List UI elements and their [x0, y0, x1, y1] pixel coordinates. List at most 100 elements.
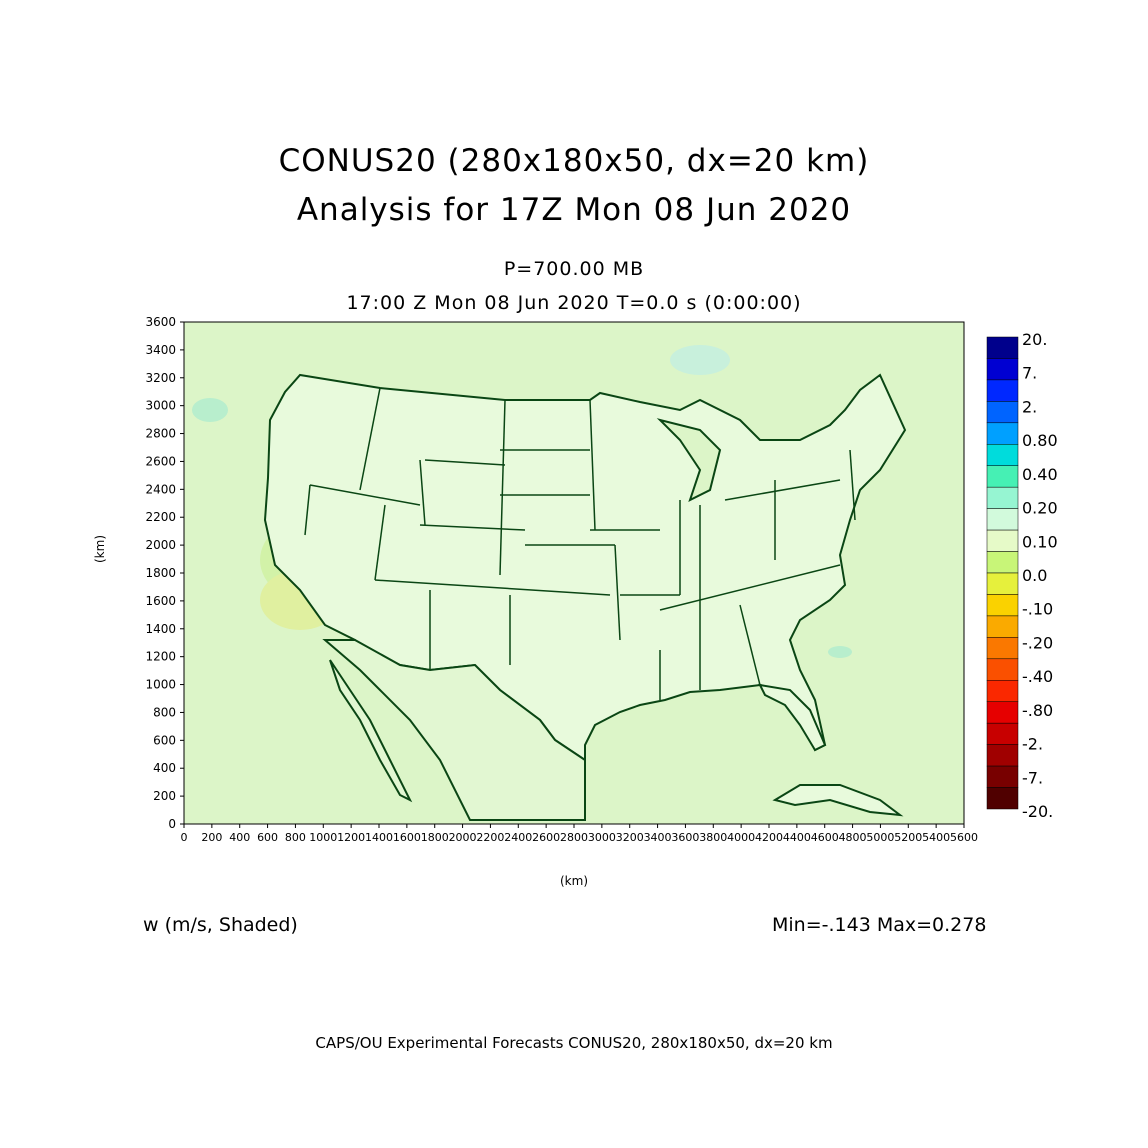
y-tick-label: 3200: [145, 371, 176, 385]
great-lakes: [656, 418, 722, 502]
y-tick-label: 2000: [145, 538, 176, 552]
colorbar-label: 0.80: [1022, 431, 1058, 450]
pressure-level: P=700.00 MB: [503, 258, 645, 280]
baja-california: [329, 659, 413, 803]
colorbar-swatch: [986, 615, 1019, 638]
y-tick-label: 200: [153, 789, 176, 803]
colorbar-label: -7.: [1022, 768, 1043, 787]
valid-time: 17:00 Z Mon 08 Jun 2020 T=0.0 s (0:00:00…: [346, 292, 802, 314]
x-tick-label: 1600: [393, 831, 421, 844]
colorbar-swatch: [986, 379, 1019, 402]
colorbar-label: 0.0: [1022, 566, 1047, 585]
colorbar-label: 2.: [1022, 397, 1037, 416]
x-tick-label: 2400: [504, 831, 532, 844]
x-tick-label: 4400: [783, 831, 811, 844]
x-tick-label: 1400: [365, 831, 393, 844]
x-tick-label: 600: [257, 831, 278, 844]
x-tick-label: 2000: [449, 831, 477, 844]
field-label: w (m/s, Shaded): [143, 914, 298, 936]
x-tick-label: 2800: [560, 831, 588, 844]
x-tick-label: 4200: [755, 831, 783, 844]
colorbar-swatch: [986, 722, 1019, 745]
y-tick-label: 2200: [145, 510, 176, 524]
colorbar-label: -.40: [1022, 667, 1053, 686]
y-tick-label: 400: [153, 761, 176, 775]
florida: [758, 683, 827, 752]
colorbar-label: 0.10: [1022, 532, 1058, 551]
x-axis: 0 200 400 600 800 1000 1200 1400 1600 1800 2000 220…: [181, 824, 978, 844]
y-tick-label: 0: [168, 817, 176, 831]
colorbar-swatch: [986, 529, 1019, 552]
y-axis: 0 200 400 600 800 1000 1200 1400 1600 1800 2000 220…: [145, 315, 184, 831]
y-axis-label: (km): [93, 534, 107, 563]
colorbar-swatch: [986, 465, 1019, 488]
colorbar-swatch: [986, 508, 1019, 531]
colorbar-swatch: [986, 336, 1019, 359]
y-tick-label: 1600: [145, 594, 176, 608]
colorbar-label: -20.: [1022, 802, 1053, 821]
footer-credit: CAPS/OU Experimental Forecasts CONUS20, …: [315, 1034, 833, 1052]
colorbar-swatch: [986, 658, 1019, 681]
x-tick-label: 3400: [644, 831, 672, 844]
colorbar-label: -2.: [1022, 735, 1043, 754]
x-tick-label: 5600: [950, 831, 978, 844]
x-tick-label: 200: [201, 831, 222, 844]
x-tick-label: 3000: [588, 831, 616, 844]
colorbar-swatch: [986, 744, 1019, 767]
x-axis-label: (km): [560, 874, 589, 888]
y-tick-label: 1200: [145, 650, 176, 664]
x-tick-label: 0: [181, 831, 188, 844]
colorbar-swatch: [986, 422, 1019, 445]
colorbar-label: -.80: [1022, 701, 1053, 720]
y-tick-label: 1000: [145, 678, 176, 692]
y-tick-label: 3600: [145, 315, 176, 329]
plot-subtitle: Analysis for 17Z Mon 08 Jun 2020: [296, 192, 852, 228]
colorbar-label: 7.: [1022, 364, 1037, 383]
x-tick-label: 1800: [421, 831, 449, 844]
colorbar-label: -.10: [1022, 600, 1053, 619]
colorbar-swatch: [986, 680, 1019, 702]
y-tick-label: 3000: [145, 399, 176, 413]
x-tick-label: 1000: [309, 831, 337, 844]
state-boundaries: [304, 387, 856, 700]
plot-title: CONUS20 (280x180x50, dx=20 km): [278, 143, 870, 179]
colorbar-label: 0.20: [1022, 499, 1058, 518]
y-tick-label: 2600: [145, 454, 176, 468]
x-tick-label: 5400: [922, 831, 950, 844]
x-tick-label: 4600: [811, 831, 839, 844]
x-tick-label: 3800: [699, 831, 727, 844]
x-tick-label: 1200: [337, 831, 365, 844]
mexico-land: [322, 639, 586, 821]
y-tick-label: 2800: [145, 427, 176, 441]
colorbar-swatch: [986, 701, 1019, 724]
colorbar-label: 0.40: [1022, 465, 1058, 484]
colorbar-swatch: [986, 358, 1019, 381]
y-tick-label: 1800: [145, 566, 176, 580]
x-tick-label: 5200: [894, 831, 922, 844]
colorbar-label: 20.: [1022, 330, 1047, 349]
x-tick-label: 5000: [866, 831, 894, 844]
x-tick-label: 2200: [476, 831, 504, 844]
x-tick-label: 2600: [532, 831, 560, 844]
colorbar-swatch: [986, 551, 1019, 574]
min-max-readout: Min=-.143 Max=0.278: [772, 914, 987, 936]
colorbar-swatch: [986, 444, 1019, 466]
x-tick-label: 4800: [839, 831, 867, 844]
colorbar-swatch: [986, 765, 1019, 788]
y-tick-label: 3400: [145, 343, 176, 357]
colorbar-swatch: [986, 637, 1019, 660]
colorbar-swatch: [986, 787, 1019, 810]
colorbar: 20. 7. 2. 0.80 0.40 0.20 0.10 0.0 -.10 -.20 -.40 -.…: [986, 330, 1058, 821]
y-tick-label: 800: [153, 705, 176, 719]
y-tick-label: 2400: [145, 482, 176, 496]
colorbar-swatch: [986, 594, 1019, 617]
x-tick-label: 400: [229, 831, 250, 844]
colorbar-swatch: [986, 572, 1019, 595]
cuba: [772, 784, 904, 817]
x-tick-label: 3200: [616, 831, 644, 844]
colorbar-swatch: [986, 401, 1019, 424]
x-tick-label: 800: [285, 831, 306, 844]
y-tick-label: 600: [153, 733, 176, 747]
y-tick-label: 1400: [145, 622, 176, 636]
